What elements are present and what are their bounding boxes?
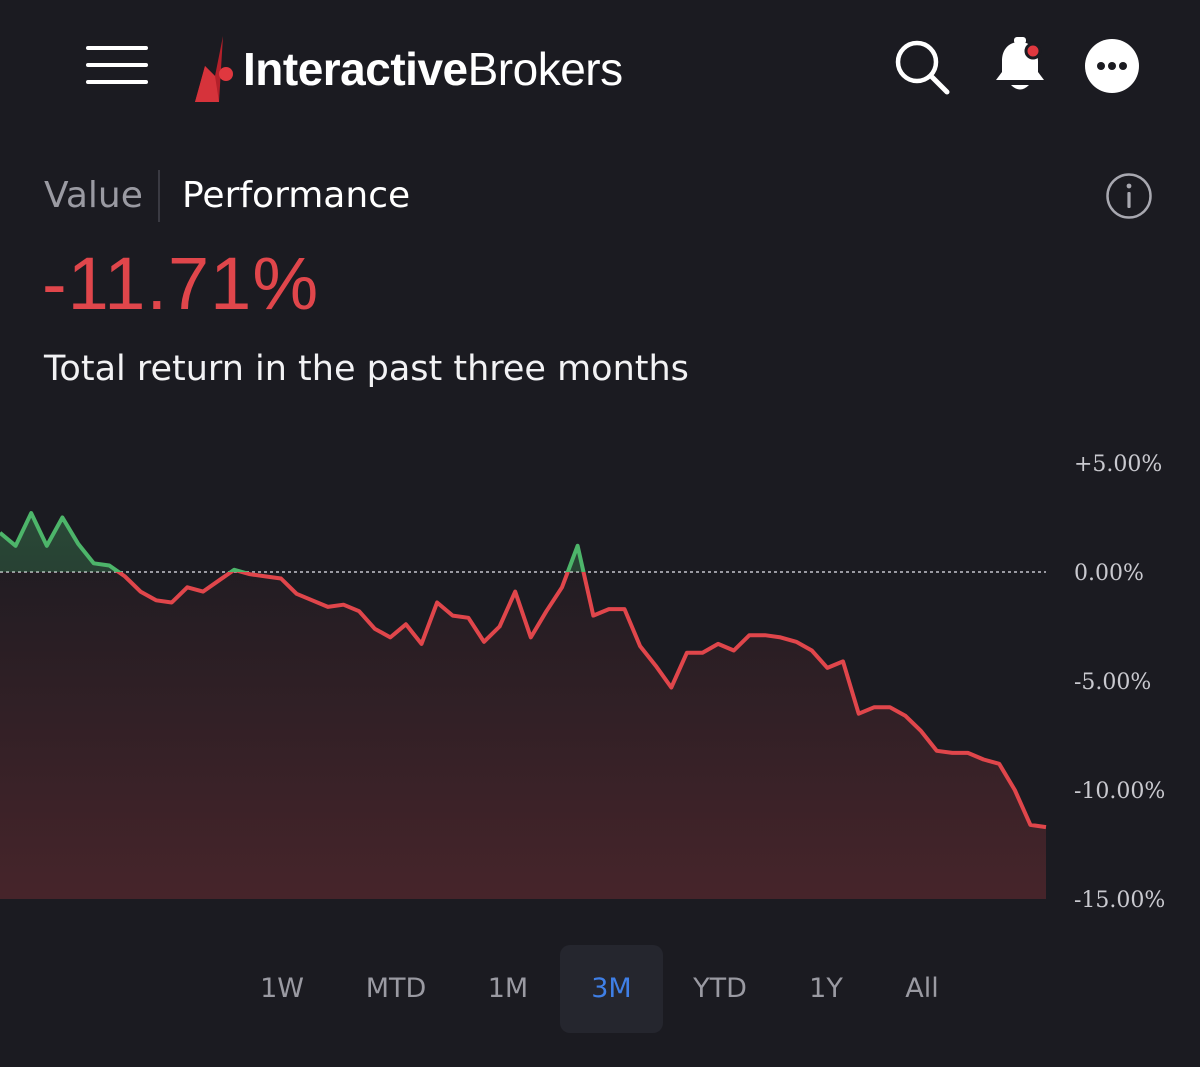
negative-area: [0, 572, 1046, 899]
y-tick-label: -15.00%: [1074, 888, 1165, 913]
bell-icon[interactable]: [993, 36, 1047, 96]
tab-performance[interactable]: Performance: [182, 175, 411, 216]
range-3m[interactable]: 3M: [560, 945, 663, 1033]
range-1m[interactable]: 1M: [487, 973, 529, 1004]
range-ytd[interactable]: YTD: [693, 973, 747, 1004]
brand-logo: InteractiveBrokers: [195, 34, 623, 104]
performance-chart[interactable]: +5.00% 0.00% -5.00% -10.00% -15.00%: [0, 0, 1200, 940]
tab-divider: [158, 170, 160, 222]
logo-text-regular: Brokers: [467, 43, 623, 95]
more-icon[interactable]: [1084, 38, 1140, 94]
logo-text-bold: Interactive: [243, 43, 468, 95]
logo-mark-icon: [195, 36, 233, 102]
tab-value[interactable]: Value: [44, 175, 143, 216]
range-mtd[interactable]: MTD: [365, 973, 427, 1004]
total-return-value: -11.71%: [42, 242, 320, 325]
menu-icon[interactable]: [86, 46, 148, 86]
y-tick-label: -5.00%: [1074, 670, 1151, 695]
series-line-negative: [115, 572, 1047, 830]
y-tick-label: 0.00%: [1074, 561, 1144, 586]
total-return-caption: Total return in the past three months: [44, 349, 689, 389]
range-all[interactable]: All: [905, 973, 939, 1004]
range-1y[interactable]: 1Y: [809, 973, 843, 1004]
range-1w[interactable]: 1W: [260, 973, 304, 1004]
y-tick-label: +5.00%: [1074, 452, 1162, 477]
search-icon[interactable]: [893, 38, 951, 96]
y-tick-label: -10.00%: [1074, 779, 1165, 804]
info-icon[interactable]: [1106, 173, 1152, 219]
logo-text: InteractiveBrokers: [243, 46, 623, 92]
